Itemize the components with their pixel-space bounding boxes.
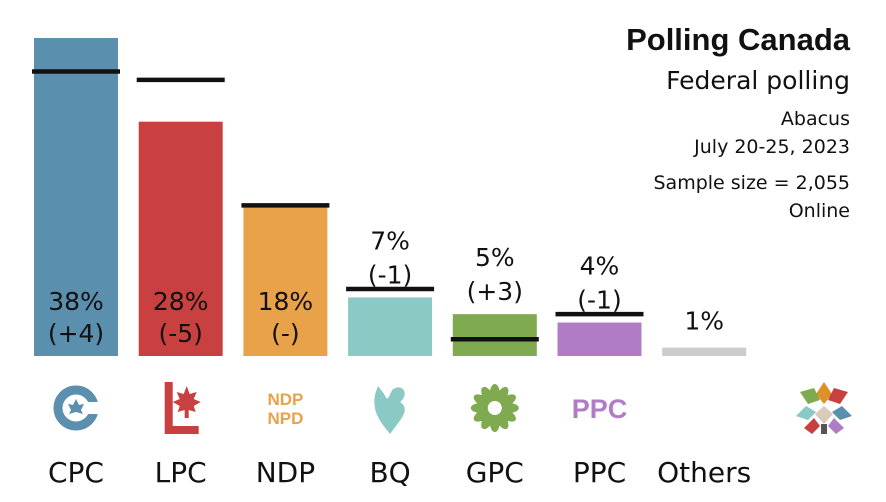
category-label-cpc: CPC <box>48 456 104 489</box>
category-label-ndp: NDP <box>256 456 315 489</box>
svg-text:NDP: NDP <box>267 390 303 409</box>
bar-ndp <box>243 205 328 356</box>
change-label-bq: (-1) <box>368 260 412 289</box>
change-label-ndp: (-) <box>271 319 300 348</box>
sample-size: Sample size = 2,055 <box>653 172 850 194</box>
value-label-others: 1% <box>684 307 724 336</box>
change-label-cpc: (+4) <box>48 319 104 348</box>
bar-lpc <box>138 121 223 357</box>
previous-poll-markers <box>32 69 644 342</box>
value-label-gpc: 5% <box>475 243 515 272</box>
poll-method: Online <box>788 200 850 222</box>
polling-canada-logo-icon <box>796 382 852 434</box>
bq-logo-icon <box>374 386 405 434</box>
category-label-gpc: GPC <box>466 456 524 489</box>
value-label-ndp: 18% <box>258 287 314 316</box>
category-label-ppc: PPC <box>573 456 626 489</box>
change-label-lpc: (-5) <box>158 319 202 348</box>
value-labels-layer: 38% (+4) 28% (-5) 18% (-) 7% (-1) 5% (+3) 4% (-1) 1% <box>48 226 724 348</box>
poll-info: Abacus July 20-25, 2023 <box>694 105 850 161</box>
bar-bq <box>348 297 433 356</box>
cpc-logo-icon <box>53 385 100 431</box>
pollster-name: Abacus <box>780 108 850 130</box>
chart-subtitle: Federal polling <box>666 66 850 95</box>
bar-others <box>662 347 747 356</box>
category-label-lpc: LPC <box>155 456 207 489</box>
value-label-ppc: 4% <box>580 252 620 281</box>
category-labels-layer: CPC LPC NDP BQ GPC PPC Others <box>48 456 751 489</box>
change-label-gpc: (+3) <box>467 277 523 306</box>
svg-text:PPC: PPC <box>572 394 628 424</box>
bar-ppc <box>557 322 642 356</box>
lpc-logo-icon <box>164 382 201 434</box>
value-label-bq: 7% <box>370 226 410 255</box>
value-label-cpc: 38% <box>48 287 104 316</box>
gpc-logo-icon <box>470 384 519 432</box>
bar-cpc <box>34 38 118 356</box>
poll-dates: July 20-25, 2023 <box>694 136 850 158</box>
category-label-bq: BQ <box>369 456 410 489</box>
change-label-ppc: (-1) <box>577 286 621 315</box>
bar-gpc <box>452 314 537 356</box>
bars-layer <box>34 38 747 357</box>
svg-text:NPD: NPD <box>267 409 303 428</box>
ppc-logo-icon: PPC <box>572 394 628 424</box>
value-label-lpc: 28% <box>153 287 209 316</box>
chart-title: Polling Canada <box>626 22 850 57</box>
category-label-others: Others <box>657 456 751 489</box>
sample-info: Sample size = 2,055 Online <box>653 169 850 225</box>
